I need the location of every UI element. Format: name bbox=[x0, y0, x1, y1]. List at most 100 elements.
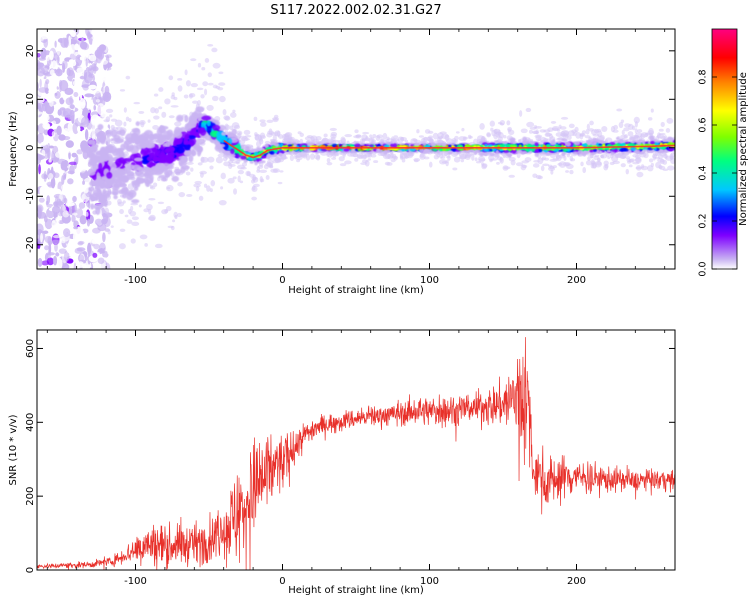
spectrogram-halo-blob bbox=[361, 159, 369, 164]
spectrogram-ridge-blob bbox=[636, 151, 642, 155]
spectrogram-halo-blob bbox=[440, 156, 446, 159]
spectrogram-halo-blob bbox=[632, 125, 636, 131]
spectrogram-halo-blob bbox=[131, 221, 140, 226]
spectrogram-noise-blob bbox=[57, 109, 62, 116]
spectrogram-halo-blob bbox=[200, 156, 209, 163]
spectrogram-ridge-blob bbox=[392, 143, 398, 148]
spectrogram-halo-blob bbox=[196, 87, 204, 91]
spectrogram-ridge-blob bbox=[492, 147, 497, 151]
spectrogram-halo-blob bbox=[497, 136, 504, 141]
spectrogram-noise-blob bbox=[56, 125, 62, 136]
spectrogram-ridge-blob bbox=[503, 149, 510, 153]
spectrogram-ridge-blob bbox=[549, 141, 556, 146]
spectrogram-halo-blob bbox=[473, 138, 479, 146]
spectrogram-noise-blob bbox=[38, 197, 45, 203]
spectrogram-noise-blob bbox=[95, 99, 100, 103]
spectrogram-ridge-blob bbox=[219, 143, 226, 148]
spectrogram-halo-blob bbox=[365, 135, 369, 141]
spectrogram-ridge-blob bbox=[646, 150, 653, 153]
spectrogram-noise-blob bbox=[92, 90, 101, 94]
spectrogram-noise-blob bbox=[74, 247, 83, 254]
spectrogram-halo-blob bbox=[309, 153, 315, 160]
spectrogram-noise-blob bbox=[68, 151, 71, 160]
spectrogram-halo-blob bbox=[519, 110, 523, 117]
spectrogram-ridge-blob bbox=[481, 151, 486, 156]
spectrogram-halo-blob bbox=[197, 99, 201, 106]
spectrogram-ridge-blob bbox=[383, 149, 388, 155]
spectrogram-noise-blob bbox=[54, 243, 58, 252]
spectrogram-halo-blob bbox=[640, 133, 646, 139]
spectrogram-halo-blob bbox=[177, 85, 183, 92]
spectrogram-halo-blob bbox=[204, 57, 210, 63]
spectrogram-x-axis-label: Height of straight line (km) bbox=[288, 285, 424, 296]
spectrogram-halo-blob bbox=[260, 135, 266, 140]
spectrogram-halo-blob bbox=[277, 181, 283, 185]
spectrogram-halo-blob bbox=[236, 130, 243, 136]
spectrogram-halo-blob bbox=[660, 121, 665, 128]
snr-y-tick-label: 400 bbox=[25, 413, 36, 432]
spectrogram-halo-blob bbox=[289, 154, 295, 162]
spectrogram-halo-blob bbox=[264, 140, 271, 144]
spectrogram-halo-blob bbox=[428, 130, 434, 134]
spectrogram-halo-blob bbox=[458, 136, 466, 142]
spectrogram-halo-blob bbox=[161, 209, 168, 215]
spectrogram-halo-blob bbox=[369, 134, 373, 139]
spectrogram-halo-blob bbox=[609, 161, 615, 166]
spectrogram-halo-blob bbox=[419, 153, 426, 160]
spectrogram-halo-blob bbox=[165, 205, 172, 212]
spectrogram-noise-blob bbox=[74, 43, 80, 51]
spectrogram-noise-blob bbox=[60, 47, 70, 56]
spectrogram-noise-blob bbox=[51, 205, 61, 215]
spectrogram-noise-blob bbox=[54, 222, 60, 229]
spectrogram-halo-blob bbox=[329, 127, 337, 131]
spectrogram-ridge-blob bbox=[607, 143, 612, 147]
spectrogram-halo-blob bbox=[633, 116, 640, 124]
spectrogram-halo-blob bbox=[223, 161, 231, 167]
spectrogram-ridge-blob bbox=[247, 149, 255, 153]
spectrogram-ridge-blob bbox=[661, 146, 667, 150]
spectrogram-noise-blob bbox=[84, 264, 92, 269]
spectrogram-halo-blob bbox=[193, 183, 201, 188]
spectrogram-ridge-blob bbox=[279, 150, 285, 153]
spectrogram-halo-blob bbox=[502, 135, 507, 139]
spectrogram-halo-blob bbox=[272, 168, 280, 173]
spectrogram-noise-blob bbox=[99, 96, 106, 101]
spectrogram-noise-blob bbox=[104, 54, 112, 59]
spectrogram-halo-blob bbox=[138, 110, 145, 114]
spectrogram-halo-blob bbox=[540, 165, 545, 172]
spectrogram-noise-blob bbox=[63, 127, 69, 134]
spectrogram-halo-blob bbox=[279, 170, 284, 173]
spectrogram-ridge-blob bbox=[264, 143, 269, 149]
spectrogram-halo-blob bbox=[439, 159, 447, 165]
spectrogram-halo-blob bbox=[474, 157, 478, 162]
spectrogram-halo-blob bbox=[552, 165, 557, 169]
spectrogram-halo-blob bbox=[253, 183, 260, 188]
spectrogram-noise-blob bbox=[48, 173, 54, 180]
spectrogram-halo-blob bbox=[582, 167, 587, 174]
spectrogram-halo-blob bbox=[641, 164, 645, 169]
spectrogram-halo-blob bbox=[253, 116, 258, 122]
spectrogram-halo-blob bbox=[123, 121, 127, 127]
spectrogram-ridge-blob bbox=[587, 141, 592, 145]
spectrogram-halo-blob bbox=[274, 156, 282, 164]
spectrogram-ridge-blob bbox=[254, 152, 258, 156]
spectrogram-ridge-blob bbox=[332, 150, 337, 154]
spectrogram-noise-blob bbox=[67, 178, 74, 185]
spectrogram-halo-blob bbox=[471, 154, 475, 161]
spectrogram-noise-blob bbox=[76, 125, 81, 133]
spectrogram-halo-blob bbox=[211, 47, 218, 53]
spectrogram-ridge-blob bbox=[448, 144, 452, 148]
spectrogram-ridge-blob bbox=[293, 143, 297, 148]
spectrogram-ridge-blob bbox=[244, 152, 252, 155]
spectrogram-ridge-blob bbox=[188, 154, 194, 163]
spectrogram-halo-blob bbox=[172, 219, 176, 223]
spectrogram-ridge-blob bbox=[494, 144, 498, 148]
spectrogram-ridge-blob bbox=[144, 166, 151, 172]
spectrogram-noise-blob bbox=[102, 232, 106, 243]
spectrogram-halo-blob bbox=[491, 129, 497, 137]
spectrogram-halo-blob bbox=[432, 132, 439, 140]
spectrogram-noise-blob bbox=[61, 161, 69, 167]
spectrogram-ridge-blob bbox=[561, 138, 568, 142]
spectrogram-noise-blob bbox=[54, 92, 58, 96]
